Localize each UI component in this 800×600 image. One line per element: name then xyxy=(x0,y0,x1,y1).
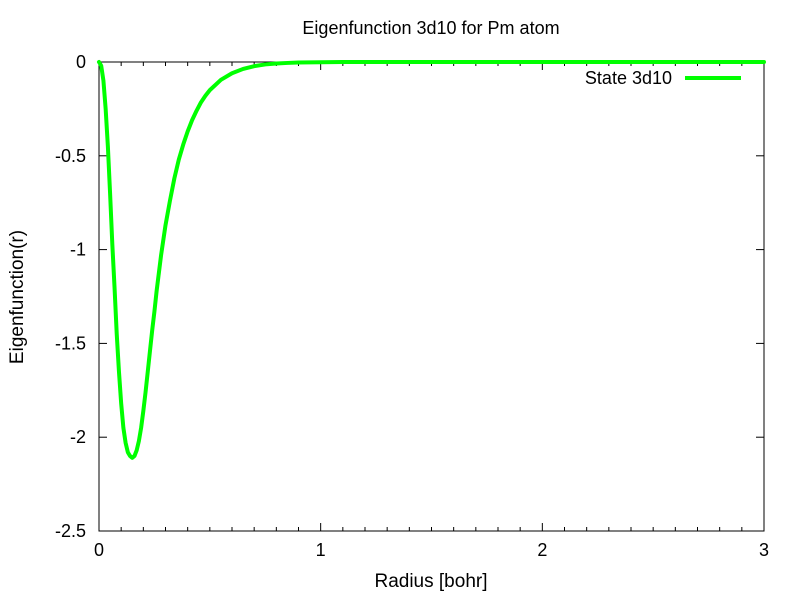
x-tick-label: 1 xyxy=(316,540,326,560)
y-tick-label: -2.5 xyxy=(55,521,86,541)
x-tick-label: 3 xyxy=(759,540,769,560)
legend-label: State 3d10 xyxy=(585,68,672,88)
legend: State 3d10 xyxy=(585,68,741,88)
x-tick-label: 2 xyxy=(537,540,547,560)
series-line-0 xyxy=(97,60,766,460)
plot-frame xyxy=(98,61,765,532)
y-tick-label: -1.5 xyxy=(55,333,86,353)
y-tick-label: -0.5 xyxy=(55,146,86,166)
x-axis-label: Radius [bohr] xyxy=(374,571,487,592)
y-axis-label: Eigenfunction(r) xyxy=(7,230,28,364)
series-layer xyxy=(97,60,766,460)
chart-title: Eigenfunction 3d10 for Pm atom xyxy=(302,18,559,38)
axis-ticks: 0 1 2 3 0 -0.5 -1 -1.5 -2 -2.5 xyxy=(55,52,769,560)
y-tick-label: -2 xyxy=(70,427,86,447)
y-tick-label: -1 xyxy=(70,240,86,260)
y-tick-label: 0 xyxy=(76,52,86,72)
x-tick-label: 0 xyxy=(94,540,104,560)
